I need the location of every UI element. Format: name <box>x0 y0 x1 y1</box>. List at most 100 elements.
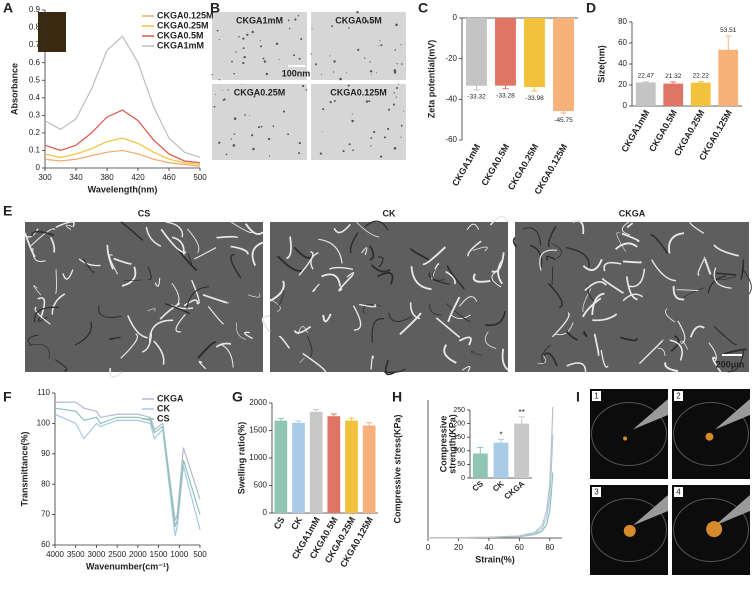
particle <box>233 72 235 75</box>
data-label: 53.51 <box>720 27 737 34</box>
y-tick-label: -60 <box>445 135 457 144</box>
legend-label: CS <box>157 413 170 423</box>
particle <box>371 74 372 76</box>
particle <box>302 84 305 88</box>
x-tick-label: 3500 <box>67 550 85 559</box>
sem-texture <box>537 355 547 364</box>
sem-texture <box>175 313 186 333</box>
particle <box>357 48 360 51</box>
particle <box>242 21 245 24</box>
x-tick-label: 1000 <box>170 550 188 559</box>
sem-texture <box>545 255 556 261</box>
sem-texture <box>484 331 497 349</box>
sem-texture <box>445 270 456 285</box>
particle <box>400 136 402 138</box>
sem-texture <box>710 275 736 281</box>
y-axis-label: Compressive <box>438 416 448 473</box>
y-axis-label: Swelling ratio(%) <box>236 422 246 495</box>
sem-texture <box>371 318 385 343</box>
micrograph <box>311 12 406 80</box>
sem-texture <box>591 292 605 315</box>
sem-texture <box>377 256 384 268</box>
sem-texture <box>355 221 380 238</box>
particle <box>387 127 390 131</box>
y-tick-label: 50 <box>457 461 465 468</box>
y-tick-label: 1500 <box>249 426 267 435</box>
sem-texture <box>159 302 181 320</box>
sem-texture <box>216 235 239 239</box>
y-tick-label: 500 <box>254 481 268 490</box>
sem-texture <box>582 288 592 313</box>
particle <box>370 20 372 23</box>
particle <box>243 55 246 59</box>
sem-texture <box>33 285 42 296</box>
legend-label: CK <box>157 403 170 413</box>
sem-texture <box>113 257 133 265</box>
sem-texture <box>230 253 242 279</box>
panel-label: I <box>576 389 580 405</box>
sem-texture <box>363 304 382 314</box>
sem-texture <box>485 310 506 327</box>
particle <box>230 138 232 140</box>
photo-number-box <box>674 391 683 401</box>
data-label: 22.22 <box>693 72 710 79</box>
sem-texture <box>98 305 122 318</box>
bar <box>718 49 739 106</box>
sem-texture <box>680 340 689 350</box>
particle <box>218 79 220 81</box>
error-bar <box>518 416 525 424</box>
data-line <box>44 149 201 167</box>
y-tick-label: 100 <box>37 419 51 428</box>
sem-texture <box>712 356 722 373</box>
sem-texture <box>668 232 685 254</box>
micrograph <box>311 84 406 160</box>
sem-texture <box>329 266 354 271</box>
sem-texture <box>501 348 509 371</box>
sem-texture <box>582 330 588 338</box>
particle <box>400 44 402 46</box>
sem-image <box>25 222 263 372</box>
sem-texture <box>446 265 465 290</box>
sem-texture <box>277 290 284 307</box>
bar <box>309 411 323 513</box>
legend-label: CKGA <box>157 393 184 403</box>
sem-texture <box>689 221 705 234</box>
x-axis-label: Strain(%) <box>475 554 515 564</box>
sem-texture <box>676 289 699 292</box>
particle <box>294 18 297 21</box>
sem-texture <box>286 236 292 260</box>
bar <box>493 442 509 478</box>
particle <box>298 141 301 145</box>
particle <box>227 89 229 91</box>
vial-photo <box>38 12 66 52</box>
sem-texture <box>74 321 93 346</box>
sem-texture <box>565 247 590 268</box>
data-label: -33.98 <box>525 95 544 102</box>
bar <box>472 453 488 478</box>
pipette-tip <box>714 495 750 526</box>
y-tick-label: 90 <box>41 449 50 458</box>
particle <box>233 133 236 135</box>
sem-texture <box>622 260 642 264</box>
sem-texture <box>236 322 246 340</box>
y-tick-label: 0.8 <box>29 23 41 32</box>
sem-texture <box>54 359 68 372</box>
particle <box>403 110 405 112</box>
sem-texture <box>388 312 413 322</box>
particle <box>396 86 399 90</box>
sem-texture <box>269 280 285 302</box>
sem-texture <box>512 237 518 248</box>
particle <box>235 51 237 53</box>
particle <box>378 45 380 47</box>
sem-texture <box>670 335 680 352</box>
sem-texture <box>55 269 57 294</box>
particle <box>329 100 332 104</box>
sem-texture <box>78 258 101 267</box>
sem-texture <box>615 242 638 250</box>
y-tick-label: 80 <box>618 17 627 26</box>
sem-texture <box>551 242 562 259</box>
significance: * <box>499 430 502 439</box>
bar <box>663 83 684 106</box>
particle <box>242 62 245 65</box>
particle <box>319 152 323 155</box>
